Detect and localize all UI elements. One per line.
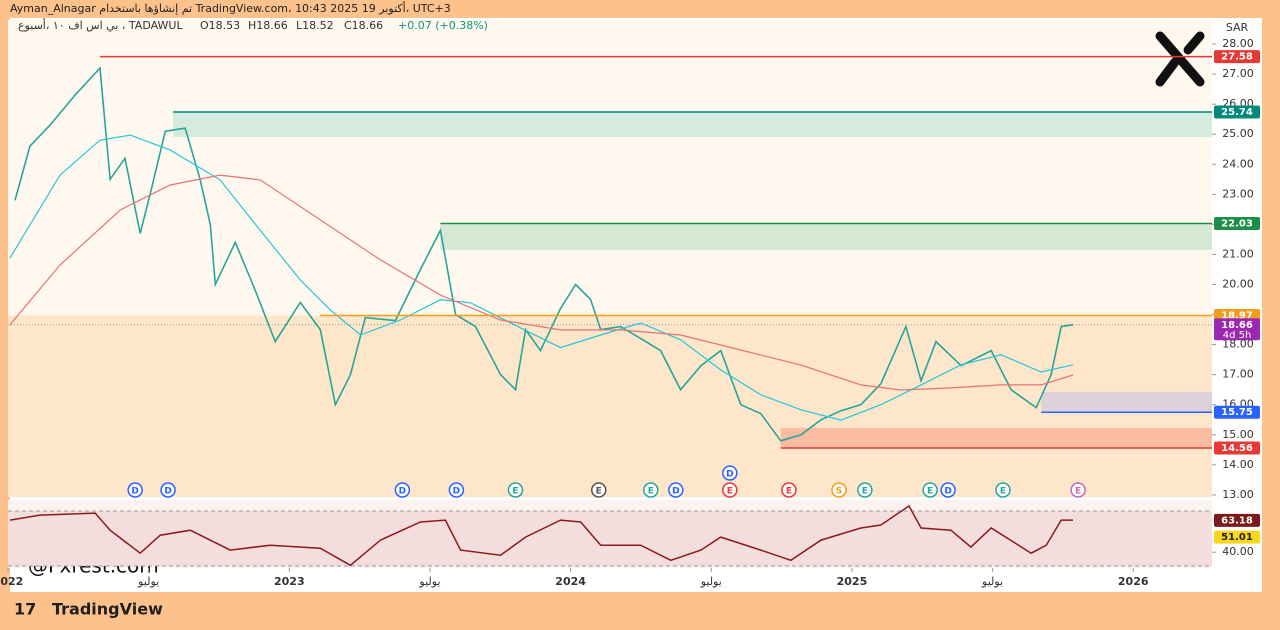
- level-badge-label: 14.56: [1221, 443, 1253, 454]
- y-tick-label: 24.00: [1222, 157, 1254, 170]
- event-marker: [781, 482, 797, 498]
- event-marker: [831, 482, 847, 498]
- level-badge-label: 18.97: [1221, 310, 1253, 321]
- y-tick-label: 40.00: [1222, 545, 1254, 558]
- event-label: E: [786, 487, 792, 497]
- level-badge: [1214, 105, 1260, 119]
- event-label: D: [453, 487, 460, 497]
- rsi-band: [8, 510, 1212, 566]
- event-label: E: [648, 487, 654, 497]
- event-label: D: [164, 487, 171, 497]
- rsi-badge: [1214, 530, 1260, 544]
- event-marker: [922, 482, 938, 498]
- event-marker: [507, 482, 524, 498]
- level-badge: [1214, 405, 1260, 419]
- moving-average: [9, 174, 1074, 391]
- ohlc-value: +0.07 (+0.38%): [398, 19, 488, 32]
- footer-brand: TradingView: [52, 600, 163, 619]
- zone: [440, 223, 1212, 250]
- ohlc-value: H18.66: [248, 19, 288, 32]
- x-tick-label: يوليو: [700, 575, 722, 588]
- zone: [173, 111, 1212, 137]
- zone: [780, 427, 1212, 449]
- last-price-label: 18.66: [1221, 320, 1253, 331]
- rsi-badge-label: 63.18: [1221, 515, 1253, 526]
- x-tick-label: 2023: [274, 575, 305, 588]
- symbol-info: بي اس اف ١٠ ،أسبوع ، TADAWUL: [18, 18, 183, 32]
- ohlc-value: O18.53: [200, 19, 240, 32]
- event-label: E: [1000, 487, 1006, 497]
- event-label: E: [512, 487, 518, 497]
- event-marker: [722, 482, 738, 498]
- y-tick-label: 20.00: [1222, 277, 1254, 290]
- x-tick-label: 2022: [0, 575, 23, 588]
- y-tick-label: 21.00: [1222, 247, 1254, 260]
- y-tick-label: 28.00: [1222, 37, 1254, 50]
- event-label: E: [596, 487, 602, 497]
- level-badge-label: 25.74: [1221, 107, 1253, 118]
- level-badge: [1214, 50, 1260, 64]
- level-badge: [1214, 216, 1260, 230]
- x-tick-label: 2025: [837, 575, 868, 588]
- event-marker: [1070, 482, 1086, 498]
- level-badge-label: 15.75: [1221, 407, 1253, 418]
- rsi-badge-label: 51.01: [1221, 532, 1253, 543]
- event-label: E: [862, 487, 868, 497]
- event-marker: [643, 482, 659, 498]
- countdown-label: 4d 5h: [1223, 330, 1252, 341]
- y-tick-label: 13.00: [1222, 488, 1254, 501]
- ohlc-value: L18.52: [296, 19, 334, 32]
- y-tick-label: 23.00: [1222, 187, 1254, 200]
- logo: [1155, 31, 1205, 87]
- rsi-line: [9, 504, 1073, 567]
- event-marker: [127, 482, 143, 498]
- footer-logo: 17: [14, 600, 36, 619]
- currency-label: SAR: [1226, 21, 1249, 34]
- level-badge-label: 22.03: [1221, 218, 1253, 229]
- last-price-badge: [1214, 318, 1260, 341]
- event-marker: [160, 482, 176, 498]
- x-tick-label: 2024: [555, 575, 586, 588]
- event-marker: [590, 482, 607, 498]
- y-tick-label: 15.00: [1222, 428, 1254, 441]
- y-tick-label: 18.00: [1222, 338, 1254, 351]
- moving-average: [9, 134, 1074, 421]
- highlight-zone: [8, 315, 1212, 497]
- event-marker: [857, 482, 873, 498]
- event-marker: [722, 465, 738, 481]
- event-marker: [448, 482, 465, 498]
- event-label: D: [672, 487, 679, 497]
- x-tick-label: 2026: [1118, 575, 1149, 588]
- x-tick-label: يوليو: [981, 575, 1003, 588]
- event-label: E: [927, 487, 933, 497]
- event-label: D: [944, 487, 951, 497]
- x-tick-label: يوليو: [137, 575, 159, 588]
- event-marker: [394, 482, 411, 498]
- event-marker: [668, 482, 684, 498]
- zone: [1041, 391, 1212, 412]
- level-badge-label: 27.58: [1221, 52, 1253, 63]
- y-tick-label: 25.00: [1222, 127, 1254, 140]
- price-line: [14, 66, 1074, 442]
- event-label: S: [836, 487, 842, 497]
- header-line: Ayman_Alnagar تم إنشاؤها باستخدام Tradin…: [10, 1, 451, 15]
- event-marker: [940, 482, 956, 498]
- y-tick-label: 27.00: [1222, 67, 1254, 80]
- event-label: D: [726, 470, 733, 480]
- event-label: D: [399, 487, 406, 497]
- event-label: E: [1075, 487, 1081, 497]
- y-tick-label: 17.00: [1222, 368, 1254, 381]
- event-marker: [995, 482, 1011, 498]
- level-badge: [1214, 441, 1260, 455]
- logo-mark: [1155, 31, 1205, 87]
- event-label: E: [727, 487, 733, 497]
- y-tick-label: 14.00: [1222, 458, 1254, 471]
- x-tick-label: يوليو: [418, 575, 440, 588]
- ohlc-value: C18.66: [344, 19, 383, 32]
- rsi-badge: [1214, 513, 1260, 527]
- event-label: D: [131, 487, 138, 497]
- logo-mark: [1155, 57, 1180, 87]
